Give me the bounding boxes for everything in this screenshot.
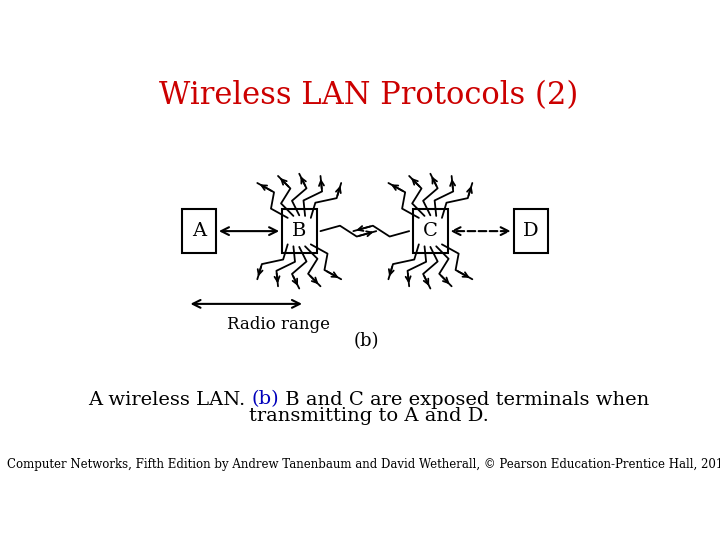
Text: B: B — [292, 222, 307, 240]
Text: C: C — [423, 222, 438, 240]
Text: D: D — [523, 222, 539, 240]
Text: A wireless LAN.: A wireless LAN. — [89, 390, 252, 409]
Text: A: A — [192, 222, 206, 240]
Bar — [282, 210, 317, 253]
Text: Radio range: Radio range — [227, 316, 330, 333]
Text: (b): (b) — [354, 332, 379, 350]
Bar — [513, 210, 548, 253]
Text: (b): (b) — [252, 390, 279, 409]
Bar — [413, 210, 448, 253]
Text: Computer Networks, Fifth Edition by Andrew Tanenbaum and David Wetherall, © Pear: Computer Networks, Fifth Edition by Andr… — [7, 458, 720, 471]
Bar — [181, 210, 216, 253]
Text: Wireless LAN Protocols (2): Wireless LAN Protocols (2) — [159, 80, 579, 111]
Text: B and C are exposed terminals when: B and C are exposed terminals when — [279, 390, 649, 409]
Text: transmitting to A and D.: transmitting to A and D. — [249, 407, 489, 425]
